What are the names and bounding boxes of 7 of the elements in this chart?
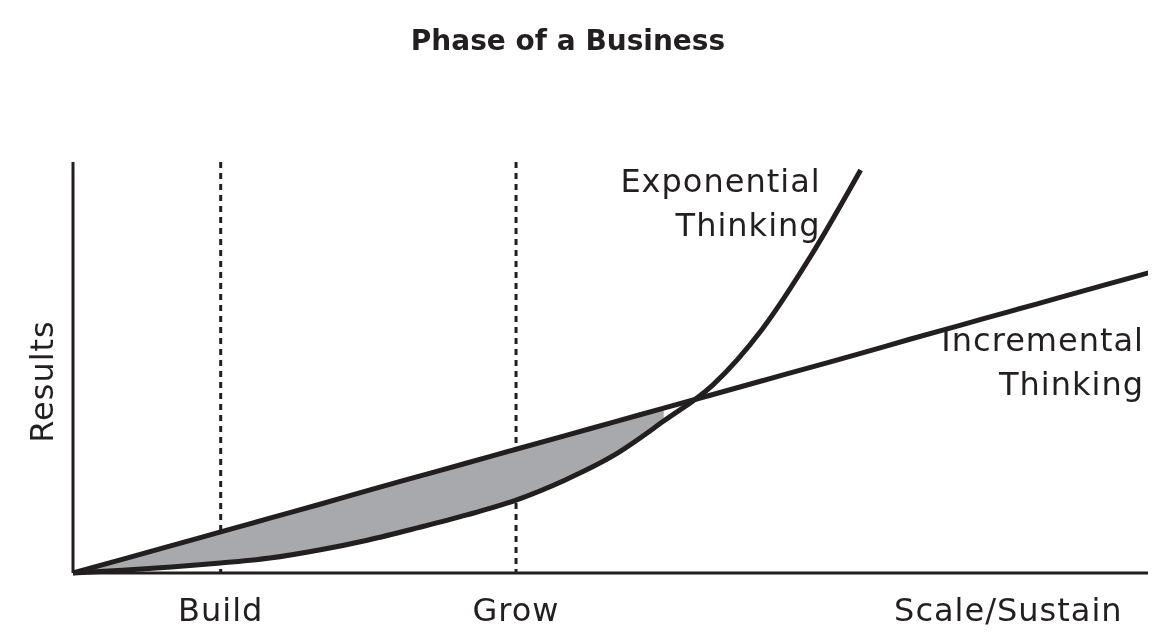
x-tick-label: Scale/Sustain — [894, 591, 1123, 629]
y-axis-title: Results — [23, 320, 61, 443]
x-tick-label: Build — [178, 591, 264, 629]
x-tick-label: Grow — [472, 591, 560, 629]
series-label: Exponential Thinking — [620, 162, 821, 244]
series-label: Incremental Thinking — [941, 320, 1144, 403]
chart-title: Phase of a Business — [410, 24, 726, 57]
